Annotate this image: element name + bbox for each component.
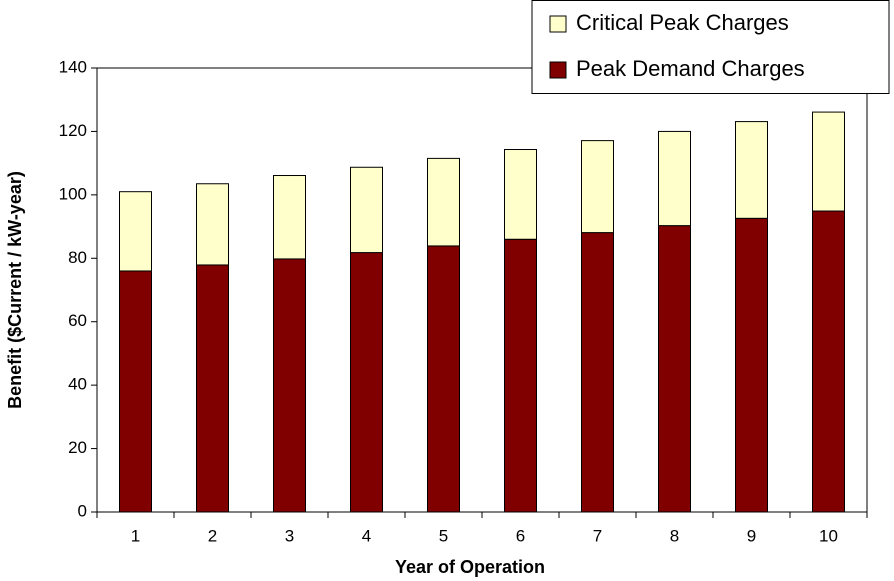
x-tick-label: 7 [593, 526, 602, 545]
x-tick-label: 5 [439, 526, 448, 545]
x-axis-label: Year of Operation [395, 557, 545, 577]
bar-segment [427, 157, 460, 247]
legend-label: Peak Demand Charges [576, 56, 805, 81]
legend-swatch [549, 61, 567, 79]
bar-segment [735, 217, 768, 513]
x-tick-label: 8 [670, 526, 679, 545]
bar-segment [196, 264, 229, 513]
y-tick-label: 60 [68, 311, 87, 330]
y-tick-label: 40 [68, 375, 87, 394]
y-tick-label: 20 [68, 438, 87, 457]
bar-segment [735, 121, 768, 219]
bar-segment [812, 210, 845, 513]
x-tick-label: 2 [208, 526, 217, 545]
bar-segment [658, 130, 691, 227]
y-tick-label: 100 [59, 184, 87, 203]
y-tick-label: 140 [59, 57, 87, 76]
bar-segment [196, 183, 229, 266]
bar-segment [504, 149, 537, 240]
bar-segment [350, 166, 383, 254]
x-tick-label: 10 [819, 526, 838, 545]
x-tick-label: 3 [285, 526, 294, 545]
bar-segment [119, 191, 152, 272]
x-tick-label: 9 [747, 526, 756, 545]
bar-segment [658, 225, 691, 513]
bar-segment [350, 252, 383, 513]
x-tick-label: 1 [131, 526, 140, 545]
bar-segment [119, 270, 152, 513]
legend-swatch [549, 15, 567, 33]
bar-segment [581, 140, 614, 234]
legend-box [531, 0, 890, 94]
bar-segment [504, 238, 537, 513]
bar-segment [427, 245, 460, 513]
y-tick-label: 120 [59, 121, 87, 140]
bar-segment [581, 232, 614, 513]
bar-segment [273, 258, 306, 513]
legend-label: Critical Peak Charges [576, 10, 789, 35]
bar-segment [812, 111, 845, 212]
y-axis-label: Benefit ($Current / kW-year) [5, 171, 25, 409]
y-tick-label: 80 [68, 248, 87, 267]
y-tick-label: 0 [78, 501, 87, 520]
x-tick-label: 6 [516, 526, 525, 545]
bar-segment [273, 175, 306, 260]
x-tick-label: 4 [362, 526, 371, 545]
